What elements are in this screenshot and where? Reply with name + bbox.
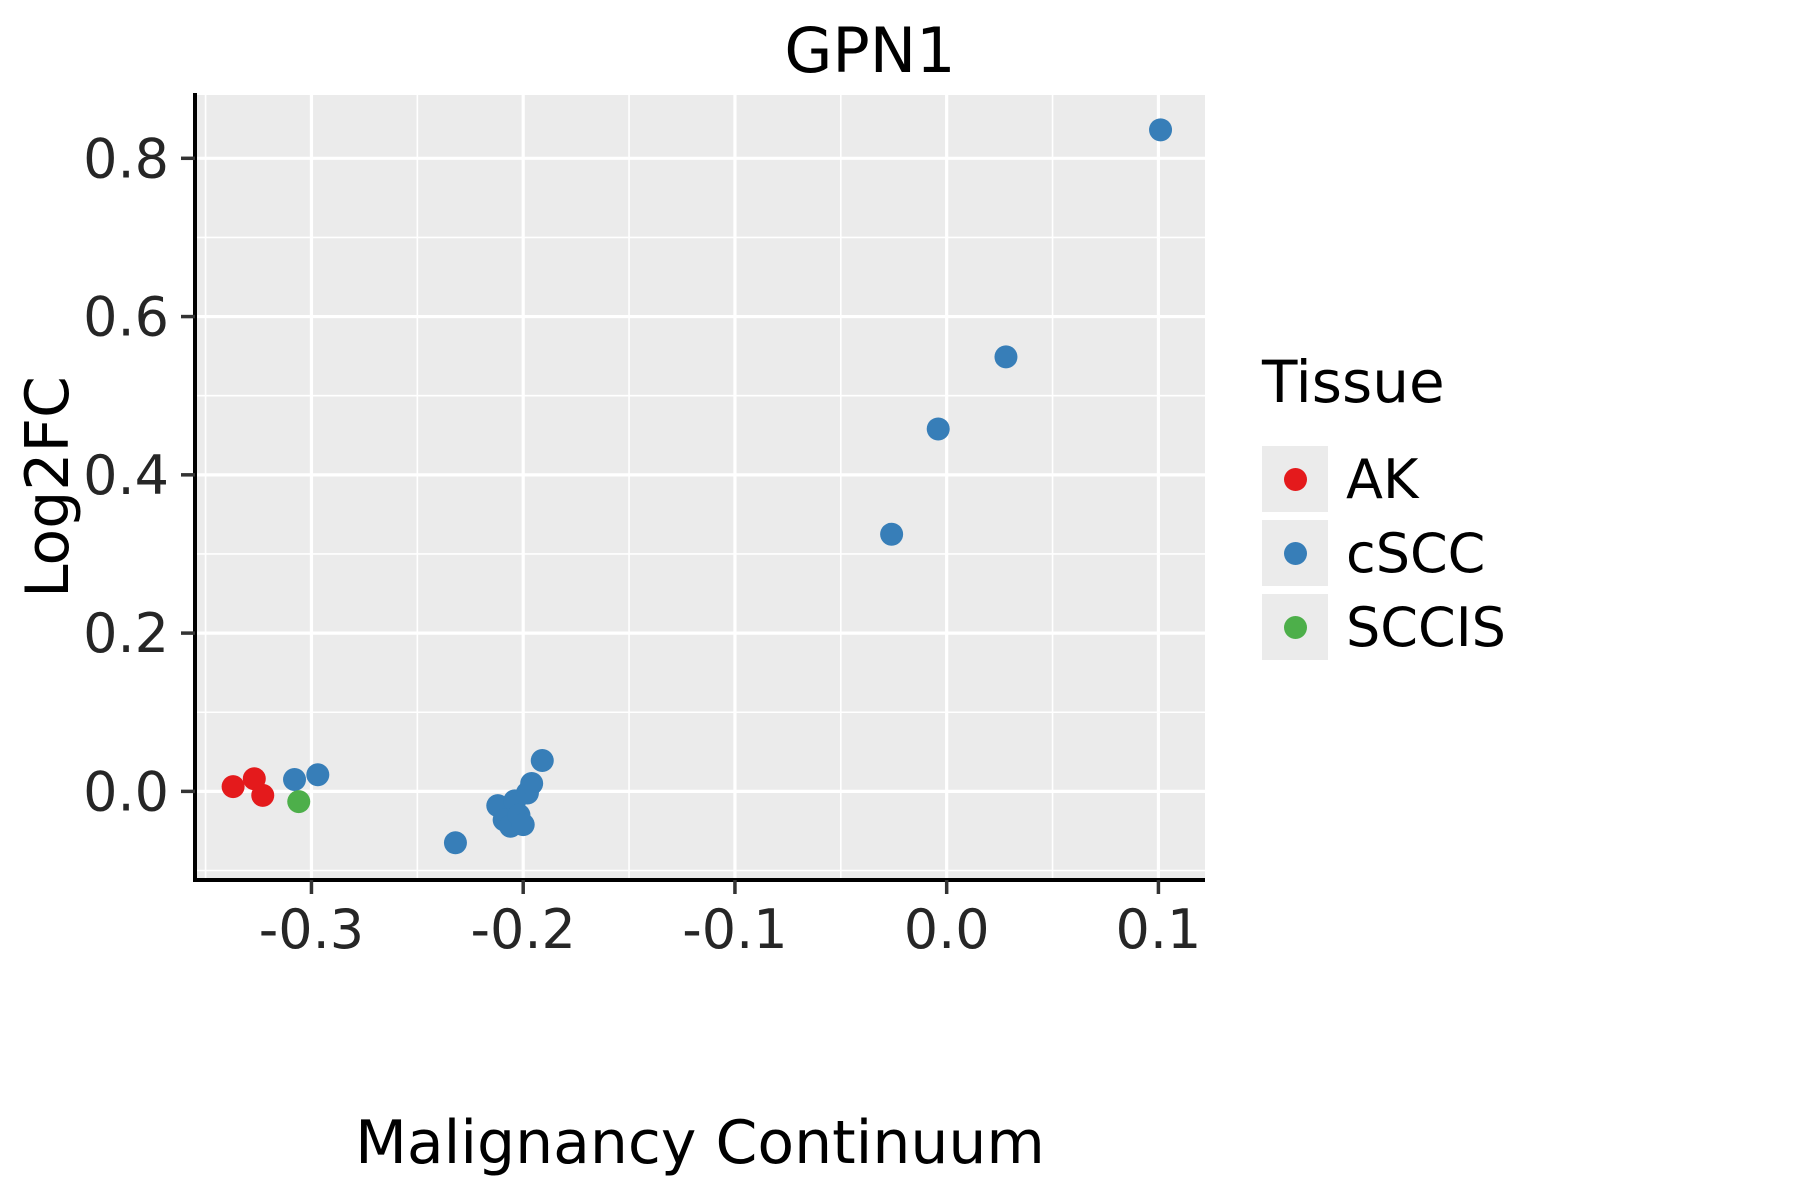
- data-point-cscc: [926, 417, 950, 441]
- plot-panel: [195, 95, 1205, 880]
- legend-item-label: cSCC: [1346, 521, 1486, 585]
- legend: Tissue AK cSCC SCCIS: [1262, 348, 1506, 668]
- data-point-cscc: [994, 345, 1018, 369]
- y-tick-label: 0.6: [83, 286, 169, 349]
- x-tick-label: -0.2: [471, 898, 576, 961]
- legend-item-sccis: SCCIS: [1262, 594, 1506, 660]
- sccis-dot-icon: [1283, 615, 1307, 639]
- y-tick-label: 0.0: [83, 760, 169, 823]
- cscc-dot-icon: [1283, 541, 1307, 565]
- ak-dot-icon: [1283, 467, 1307, 491]
- legend-key: [1262, 446, 1328, 512]
- x-tick-label: -0.1: [682, 898, 787, 961]
- data-point-cscc: [1149, 118, 1173, 142]
- legend-item-label: AK: [1346, 447, 1419, 511]
- data-point-cscc: [443, 831, 467, 855]
- y-tick-label: 0.2: [83, 602, 169, 665]
- legend-item-label: SCCIS: [1346, 595, 1506, 659]
- data-point-cscc: [520, 771, 544, 795]
- legend-item-cscc: cSCC: [1262, 520, 1506, 586]
- data-point-ak: [251, 783, 275, 807]
- data-point-cscc: [511, 813, 535, 837]
- y-axis-label: Log2FC: [13, 376, 83, 598]
- data-point-cscc: [530, 749, 554, 773]
- data-point-sccis: [287, 790, 311, 814]
- data-point-cscc: [306, 763, 330, 787]
- x-axis-label: Malignancy Continuum: [355, 1108, 1045, 1178]
- data-point-cscc: [880, 522, 904, 546]
- y-tick-label: 0.4: [83, 444, 169, 507]
- legend-item-ak: AK: [1262, 446, 1506, 512]
- data-point-ak: [221, 775, 245, 799]
- x-tick-label: 0.0: [904, 898, 990, 961]
- x-tick-label: -0.3: [259, 898, 364, 961]
- x-tick-label: 0.1: [1115, 898, 1201, 961]
- legend-key: [1262, 520, 1328, 586]
- y-tick-label: 0.8: [83, 127, 169, 190]
- legend-title: Tissue: [1262, 348, 1445, 416]
- legend-key: [1262, 594, 1328, 660]
- chart-title: GPN1: [784, 14, 956, 87]
- data-point-cscc: [283, 768, 307, 792]
